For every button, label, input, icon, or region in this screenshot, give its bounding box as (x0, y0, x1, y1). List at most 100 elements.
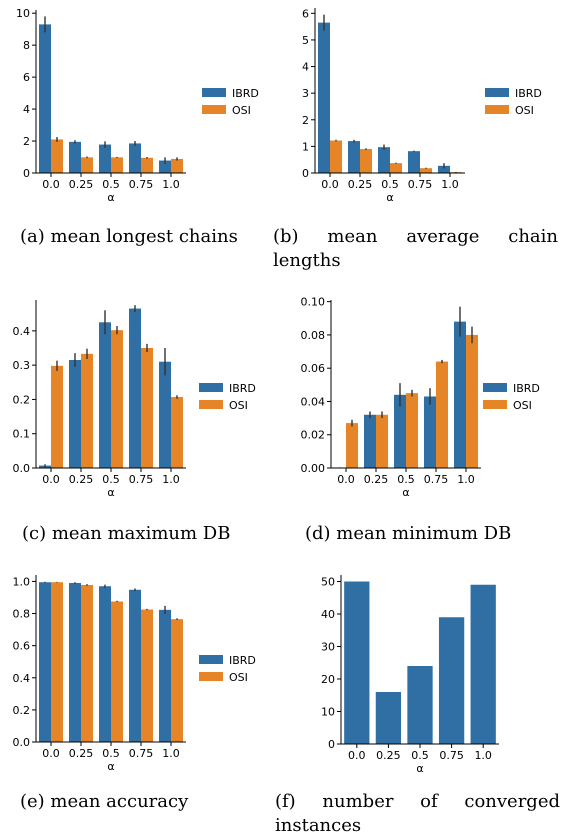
y-tick-label: 20 (321, 673, 335, 686)
x-tick-label: 0.0 (337, 473, 355, 486)
x-tick-label: 0.25 (348, 178, 373, 191)
legend-label-ibrd: IBRD (229, 654, 256, 667)
y-tick-label: 30 (321, 641, 335, 654)
bar-osi-2 (111, 601, 123, 742)
bar-ibrd-4 (159, 361, 171, 468)
x-axis-label: α (416, 762, 423, 775)
chart-panel-b: 0 1 2 3 4 5 6 0.0 0.25 0.5 0.75 1.0 α IBRD OSI (285, 0, 570, 205)
x-tick-label: 0.75 (129, 178, 154, 191)
bar-count-3 (438, 617, 465, 744)
chart-svg-e: 0.0 0.2 0.4 0.6 0.8 1.0 0.0 0.25 0.5 0.75 1.0 α IBRD… (13, 575, 256, 773)
bar-osi-2 (111, 157, 123, 173)
y-tick-label: 2 (23, 135, 30, 148)
y-tick-label: 5 (302, 34, 309, 47)
x-tick-label: 0.5 (397, 473, 415, 486)
y-tick-label: 4 (302, 61, 309, 74)
y-tick-label: 40 (321, 608, 335, 621)
legend-label-osi: OSI (229, 399, 248, 412)
x-tick-label: 0.25 (376, 749, 401, 762)
bar-osi-4 (171, 619, 183, 742)
y-tick-label: 10 (16, 7, 30, 20)
bar-ibrd-3 (408, 151, 420, 173)
bar-osi-3 (420, 168, 432, 173)
bar-osi-1 (81, 584, 93, 742)
y-tick-label: 0.4 (13, 325, 31, 338)
y-tick-label: 6 (302, 7, 309, 20)
legend-swatch-osi (202, 105, 226, 114)
bar-osi-2 (111, 330, 123, 468)
x-tick-label: 0.0 (348, 749, 366, 762)
bar-ibrd-4 (454, 321, 466, 468)
bar-ibrd-0 (39, 582, 51, 742)
bar-ibrd-3 (424, 396, 436, 468)
y-tick-label: 0.02 (301, 429, 326, 442)
caption-e: (e) mean accuracy (20, 791, 189, 812)
y-tick-label: 0.2 (13, 393, 31, 406)
bar-osi-2 (406, 393, 418, 468)
legend-label-osi: OSI (232, 104, 251, 117)
y-tick-label: 0.8 (13, 608, 31, 621)
bar-count-0 (344, 581, 370, 744)
x-tick-label: 0.0 (42, 178, 60, 191)
legend-swatch-ibrd (483, 383, 507, 392)
legend-swatch-ibrd (202, 88, 226, 97)
x-tick-label: 0.5 (102, 178, 120, 191)
bar-ibrd-1 (69, 360, 81, 468)
x-tick-label: 0.25 (69, 178, 94, 191)
x-axis-label: α (386, 191, 393, 204)
y-tick-label: 0.0 (13, 462, 31, 475)
bar-ibrd-3 (129, 143, 141, 173)
y-tick-label: 0.2 (13, 704, 31, 717)
legend-label-osi: OSI (515, 104, 534, 117)
y-tick-label: 10 (321, 706, 335, 719)
bar-ibrd-1 (364, 414, 376, 468)
bar-ibrd-2 (99, 322, 111, 468)
chart-svg-a: 0 2 4 6 8 10 0.0 0.25 0.5 0.75 1.0 α IBRD OSI (16, 7, 259, 204)
bar-ibrd-3 (129, 308, 141, 468)
y-tick-label: 0.4 (13, 672, 31, 685)
bar-ibrd-1 (69, 141, 81, 173)
legend-swatch-osi (483, 400, 507, 409)
bar-osi-4 (171, 158, 183, 173)
y-tick-label: 0.3 (13, 359, 31, 372)
bar-osi-2 (390, 163, 402, 173)
x-tick-label: 1.0 (162, 178, 180, 191)
bar-ibrd-1 (69, 583, 81, 742)
chart-svg-b: 0 1 2 3 4 5 6 0.0 0.25 0.5 0.75 1.0 α IBRD OSI (302, 7, 542, 204)
legend-label-ibrd: IBRD (515, 87, 542, 100)
x-tick-label: 0.25 (69, 473, 94, 486)
x-tick-label: 0.5 (411, 749, 429, 762)
bar-osi-1 (360, 149, 372, 173)
x-tick-label: 1.0 (441, 178, 459, 191)
x-tick-label: 0.75 (424, 473, 449, 486)
y-tick-label: 6 (23, 71, 30, 84)
y-tick-label: 0.00 (301, 462, 326, 475)
x-tick-label: 0.0 (42, 747, 60, 760)
chart-svg-c: 0.0 0.1 0.2 0.3 0.4 0.0 0.25 0.5 0.75 1.0 α IBRD OSI (13, 300, 256, 499)
chart-panel-c: 0.0 0.1 0.2 0.3 0.4 0.0 0.25 0.5 0.75 1.0 α IBRD OSI (0, 290, 285, 505)
x-axis-label: α (107, 191, 114, 204)
bar-osi-0 (330, 140, 342, 173)
bar-ibrd-4 (159, 160, 171, 173)
bar-osi-0 (51, 365, 63, 468)
legend-label-ibrd: IBRD (513, 382, 540, 395)
bar-osi-4 (171, 397, 183, 468)
y-tick-label: 3 (302, 87, 309, 100)
chart-panel-f: 0 10 20 30 40 50 0.0 0.25 0.5 0.75 1.0 α (285, 565, 570, 780)
bar-osi-0 (51, 139, 63, 173)
x-tick-label: 0.0 (42, 473, 60, 486)
x-tick-label: 0.75 (439, 749, 464, 762)
x-tick-label: 1.0 (162, 473, 180, 486)
y-tick-label: 0.1 (13, 428, 31, 441)
bar-osi-3 (436, 361, 448, 468)
bar-osi-0 (51, 582, 63, 742)
caption-b: (b) mean average chain lengths (273, 226, 558, 271)
caption-d: (d) mean minimum DB (305, 523, 512, 544)
y-tick-label: 0.6 (13, 640, 31, 653)
y-tick-label: 0 (302, 167, 309, 180)
y-tick-label: 0.10 (301, 296, 326, 309)
legend-label-osi: OSI (513, 399, 532, 412)
x-tick-label: 0.5 (381, 178, 399, 191)
bar-osi-3 (141, 157, 153, 173)
bar-ibrd-2 (99, 144, 111, 173)
